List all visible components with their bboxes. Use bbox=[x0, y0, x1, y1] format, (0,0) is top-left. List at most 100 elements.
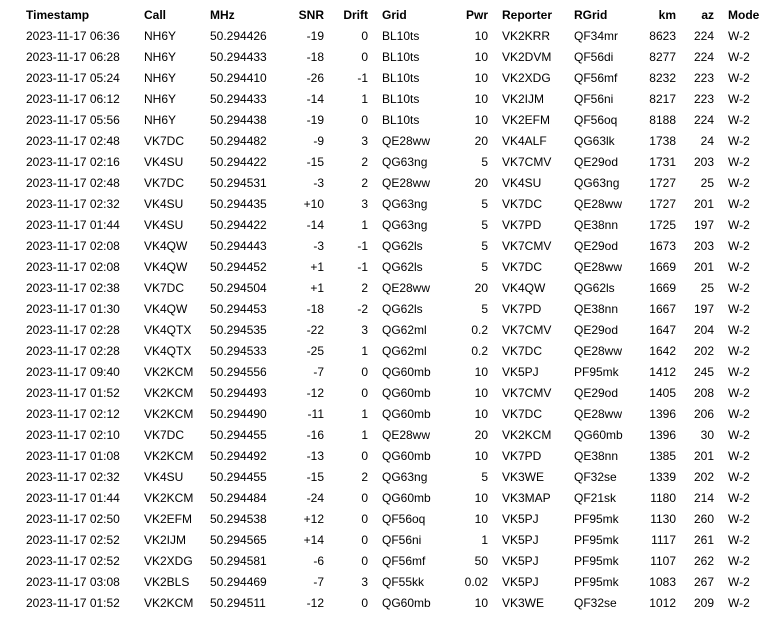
cell-drift: 3 bbox=[328, 319, 372, 340]
cell-ts: 2023-11-17 02:32 bbox=[22, 466, 140, 487]
cell-pwr: 10 bbox=[444, 88, 492, 109]
table-row[interactable]: 2023-11-17 02:08VK4QW50.294443-3-1QG62ls… bbox=[22, 235, 772, 256]
col-header-mhz[interactable]: MHz bbox=[206, 4, 284, 25]
col-header-grid[interactable]: Grid bbox=[372, 4, 444, 25]
cell-az: 223 bbox=[680, 88, 718, 109]
cell-ts: 2023-11-17 06:28 bbox=[22, 46, 140, 67]
table-row[interactable]: 2023-11-17 02:32VK4SU50.294455-152QG63ng… bbox=[22, 466, 772, 487]
cell-ts: 2023-11-17 02:28 bbox=[22, 340, 140, 361]
cell-drift: 0 bbox=[328, 46, 372, 67]
table-row[interactable]: 2023-11-17 02:50VK2EFM50.294538+120QF56o… bbox=[22, 508, 772, 529]
col-header-call[interactable]: Call bbox=[140, 4, 206, 25]
cell-rgrid: QF56oq bbox=[570, 109, 632, 130]
table-row[interactable]: 2023-11-17 02:48VK7DC50.294531-32QE28ww2… bbox=[22, 172, 772, 193]
table-row[interactable]: 2023-11-17 06:28NH6Y50.294433-180BL10ts1… bbox=[22, 46, 772, 67]
table-row[interactable]: 2023-11-17 02:48VK7DC50.294482-93QE28ww2… bbox=[22, 130, 772, 151]
cell-drift: 2 bbox=[328, 466, 372, 487]
cell-pwr: 10 bbox=[444, 445, 492, 466]
cell-mode: W-2 bbox=[718, 340, 772, 361]
table-row[interactable]: 2023-11-17 02:52VK2IJM50.294565+140QF56n… bbox=[22, 529, 772, 550]
cell-rgrid: QF21sk bbox=[570, 487, 632, 508]
col-header-mode[interactable]: Mode bbox=[718, 4, 772, 25]
cell-rgrid: PF95mk bbox=[570, 529, 632, 550]
table-row[interactable]: 2023-11-17 02:28VK4QTX50.294535-223QG62m… bbox=[22, 319, 772, 340]
table-row[interactable]: 2023-11-17 02:52VK2XDG50.294581-60QF56mf… bbox=[22, 550, 772, 571]
cell-rgrid: QF32se bbox=[570, 466, 632, 487]
cell-km: 1642 bbox=[632, 340, 680, 361]
cell-ts: 2023-11-17 02:52 bbox=[22, 550, 140, 571]
cell-grid: QF55kk bbox=[372, 571, 444, 592]
cell-mode: W-2 bbox=[718, 487, 772, 508]
table-row[interactable]: 2023-11-17 02:38VK7DC50.294504+12QE28ww2… bbox=[22, 277, 772, 298]
cell-ts: 2023-11-17 02:52 bbox=[22, 529, 140, 550]
cell-call: VK2KCM bbox=[140, 361, 206, 382]
table-row[interactable]: 2023-11-17 01:30VK4QW50.294453-18-2QG62l… bbox=[22, 298, 772, 319]
cell-mode: W-2 bbox=[718, 592, 772, 613]
table-row[interactable]: 2023-11-17 02:08VK4QW50.294452+1-1QG62ls… bbox=[22, 256, 772, 277]
cell-mode: W-2 bbox=[718, 403, 772, 424]
cell-drift: 0 bbox=[328, 592, 372, 613]
cell-mhz: 50.294504 bbox=[206, 277, 284, 298]
cell-mhz: 50.294422 bbox=[206, 151, 284, 172]
cell-km: 1727 bbox=[632, 172, 680, 193]
cell-rgrid: QE38nn bbox=[570, 445, 632, 466]
table-row[interactable]: 2023-11-17 01:44VK4SU50.294422-141QG63ng… bbox=[22, 214, 772, 235]
cell-grid: QG62ls bbox=[372, 256, 444, 277]
table-row[interactable]: 2023-11-17 01:52VK2KCM50.294493-120QG60m… bbox=[22, 382, 772, 403]
cell-snr: -22 bbox=[284, 319, 328, 340]
cell-mode: W-2 bbox=[718, 277, 772, 298]
cell-mode: W-2 bbox=[718, 361, 772, 382]
cell-ts: 2023-11-17 01:44 bbox=[22, 214, 140, 235]
cell-call: VK7DC bbox=[140, 172, 206, 193]
col-header-drift[interactable]: Drift bbox=[328, 4, 372, 25]
cell-mhz: 50.294410 bbox=[206, 67, 284, 88]
cell-mhz: 50.294484 bbox=[206, 487, 284, 508]
cell-snr: -24 bbox=[284, 487, 328, 508]
table-row[interactable]: 2023-11-17 02:12VK2KCM50.294490-111QG60m… bbox=[22, 403, 772, 424]
cell-km: 1669 bbox=[632, 277, 680, 298]
cell-pwr: 20 bbox=[444, 130, 492, 151]
cell-pwr: 10 bbox=[444, 508, 492, 529]
cell-rep: VK2EFM bbox=[492, 109, 570, 130]
cell-drift: -1 bbox=[328, 256, 372, 277]
cell-pwr: 10 bbox=[444, 25, 492, 46]
col-header-snr[interactable]: SNR bbox=[284, 4, 328, 25]
cell-rgrid: QG63ng bbox=[570, 172, 632, 193]
cell-km: 1339 bbox=[632, 466, 680, 487]
table-row[interactable]: 2023-11-17 05:24NH6Y50.294410-26-1BL10ts… bbox=[22, 67, 772, 88]
cell-grid: QG63ng bbox=[372, 151, 444, 172]
col-header-km[interactable]: km bbox=[632, 4, 680, 25]
cell-km: 1667 bbox=[632, 298, 680, 319]
col-header-pwr[interactable]: Pwr bbox=[444, 4, 492, 25]
cell-km: 8188 bbox=[632, 109, 680, 130]
table-row[interactable]: 2023-11-17 01:08VK2KCM50.294492-130QG60m… bbox=[22, 445, 772, 466]
table-row[interactable]: 2023-11-17 01:44VK2KCM50.294484-240QG60m… bbox=[22, 487, 772, 508]
table-row[interactable]: 2023-11-17 06:12NH6Y50.294433-141BL10ts1… bbox=[22, 88, 772, 109]
cell-mode: W-2 bbox=[718, 151, 772, 172]
cell-grid: QG60mb bbox=[372, 382, 444, 403]
cell-grid: BL10ts bbox=[372, 109, 444, 130]
col-header-rgrid[interactable]: RGrid bbox=[570, 4, 632, 25]
table-row[interactable]: 2023-11-17 02:10VK7DC50.294455-161QE28ww… bbox=[22, 424, 772, 445]
cell-rep: VK2DVM bbox=[492, 46, 570, 67]
table-row[interactable]: 2023-11-17 03:08VK2BLS50.294469-73QF55kk… bbox=[22, 571, 772, 592]
table-row[interactable]: 2023-11-17 02:16VK4SU50.294422-152QG63ng… bbox=[22, 151, 772, 172]
table-row[interactable]: 2023-11-17 02:28VK4QTX50.294533-251QG62m… bbox=[22, 340, 772, 361]
table-row[interactable]: 2023-11-17 09:40VK2KCM50.294556-70QG60mb… bbox=[22, 361, 772, 382]
cell-grid: QG62ml bbox=[372, 340, 444, 361]
cell-az: 206 bbox=[680, 403, 718, 424]
table-row[interactable]: 2023-11-17 06:36NH6Y50.294426-190BL10ts1… bbox=[22, 25, 772, 46]
col-header-ts[interactable]: Timestamp bbox=[22, 4, 140, 25]
cell-km: 1396 bbox=[632, 403, 680, 424]
cell-mhz: 50.294535 bbox=[206, 319, 284, 340]
col-header-rep[interactable]: Reporter bbox=[492, 4, 570, 25]
table-row[interactable]: 2023-11-17 01:52VK2KCM50.294511-120QG60m… bbox=[22, 592, 772, 613]
cell-km: 1083 bbox=[632, 571, 680, 592]
cell-call: NH6Y bbox=[140, 109, 206, 130]
table-row[interactable]: 2023-11-17 02:32VK4SU50.294435+103QG63ng… bbox=[22, 193, 772, 214]
cell-mhz: 50.294453 bbox=[206, 298, 284, 319]
table-row[interactable]: 2023-11-17 05:56NH6Y50.294438-190BL10ts1… bbox=[22, 109, 772, 130]
cell-grid: QF56oq bbox=[372, 508, 444, 529]
col-header-az[interactable]: az bbox=[680, 4, 718, 25]
cell-rep: VK7DC bbox=[492, 193, 570, 214]
